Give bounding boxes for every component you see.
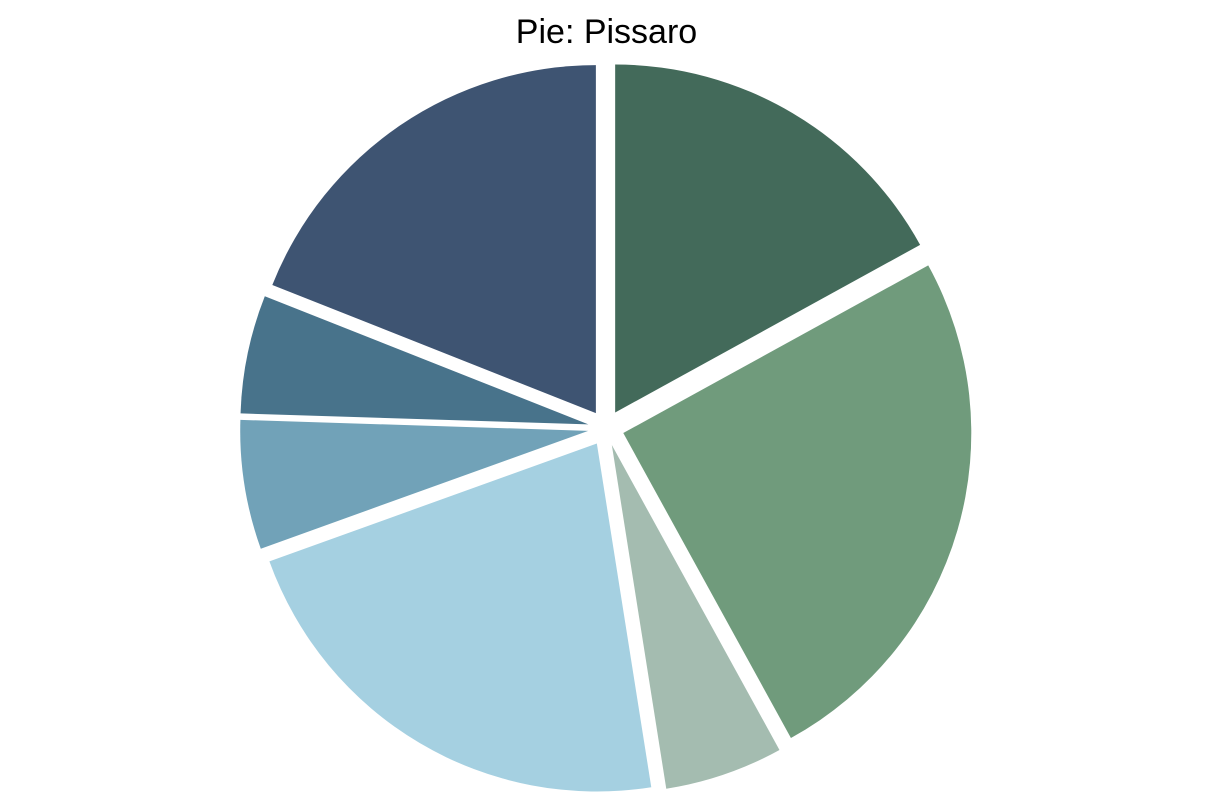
pie-slice-1: [615, 64, 921, 413]
pie-slice-4: [269, 443, 652, 792]
pie-slice-6: [240, 296, 589, 425]
pie-slice-7: [272, 65, 596, 414]
pie-slice-3: [611, 445, 780, 789]
chart-title: Pie: Pissaro: [515, 13, 698, 51]
pie-slice-2: [623, 265, 972, 738]
pie-slices: [240, 64, 972, 792]
pie-slice-5: [240, 419, 589, 549]
